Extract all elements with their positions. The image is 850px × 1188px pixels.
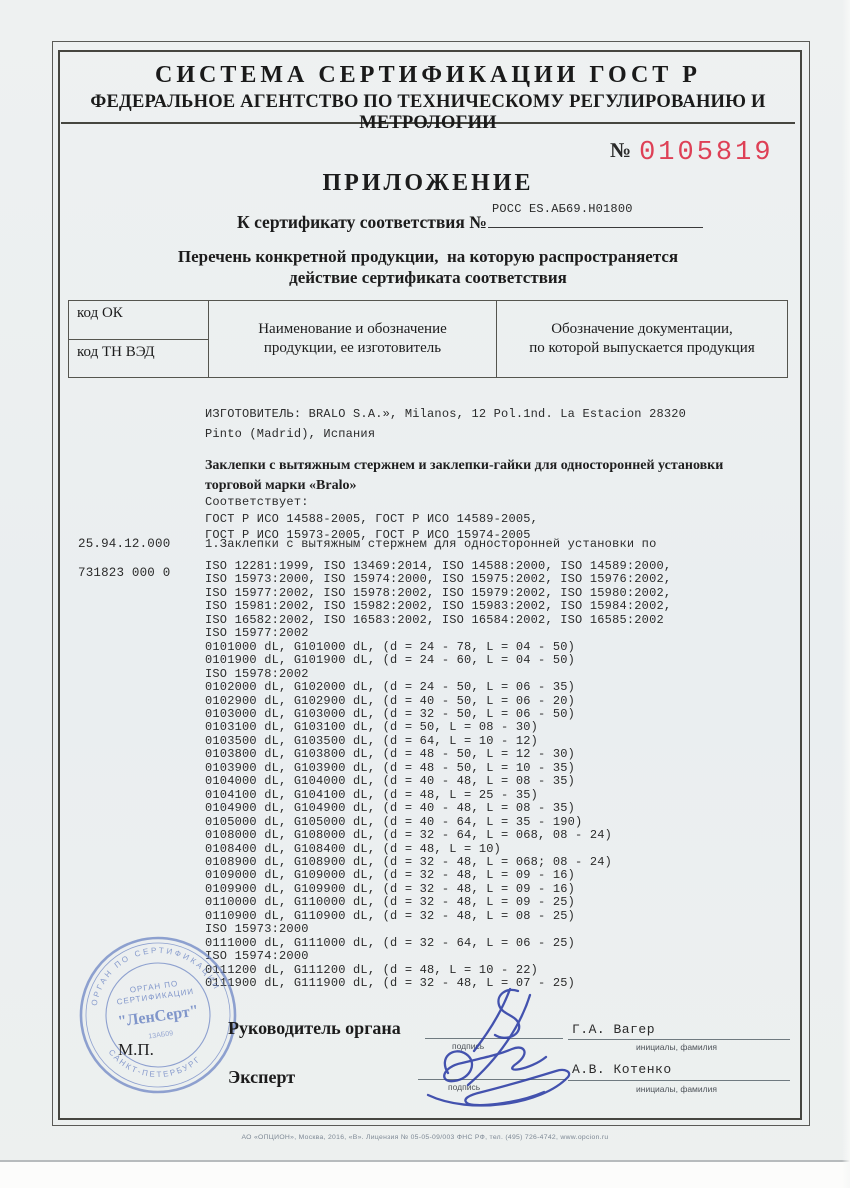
name-line-2 [568, 1080, 790, 1081]
head-of-body-label: Руководитель органа [228, 1018, 401, 1038]
code-tnved-value: 731823 000 0 [78, 566, 171, 580]
certificate-ref-value: РОСС ES.АБ69.Н01800 [492, 202, 633, 216]
stamp-org-name: "ЛенСерт" [117, 1002, 200, 1030]
products-table-header: код ОК код ТН ВЭД Наименование и обознач… [68, 300, 788, 378]
product-item-heading: 1.Заклепки с вытяжным стержнем для однос… [205, 537, 657, 551]
page-right-edge [842, 0, 850, 1188]
products-list-subtitle: Перечень конкретной продукции, на котору… [177, 247, 679, 287]
outer-frame [52, 41, 810, 1126]
header-title-line1: СИСТЕМА СЕРТИФИКАЦИИ ГОСТ Р [155, 62, 701, 88]
expert-label: Эксперт [228, 1067, 296, 1087]
serial-prefix: № [610, 138, 632, 162]
certificate-ref-label: К сертификату соответствия № [237, 212, 487, 232]
signature-caption-1: подпись [452, 1041, 485, 1051]
code-ok-value: 25.94.12.000 [78, 537, 171, 551]
product-name-header-cell: Наименование и обозначение продукции, ее… [209, 301, 497, 377]
inner-frame [58, 50, 802, 1120]
code-tnved-header: код ТН ВЭД [77, 343, 155, 360]
stamp-place-label: М.П. [118, 1040, 154, 1059]
header-title-line2: ФЕДЕРАЛЬНОЕ АГЕНТСТВО ПО ТЕХНИЧЕСКОМУ РЕ… [90, 92, 766, 133]
name-line-1 [568, 1039, 790, 1040]
appendix-title: ПРИЛОЖЕНИЕ [322, 170, 534, 196]
code-ok-header: код ОК [69, 301, 208, 340]
initials-caption-2: инициалы, фамилия [636, 1084, 717, 1094]
page-bottom-edge [0, 1160, 850, 1188]
product-description: Заклепки с вытяжным стержнем и заклепки-… [205, 458, 724, 493]
signature-caption-2: подпись [448, 1082, 481, 1092]
head-of-body-name: Г.А. Вагер [572, 1022, 656, 1037]
signature-line-1 [425, 1038, 563, 1039]
document-header: СИСТЕМА СЕРТИФИКАЦИИ ГОСТ Р ФЕДЕРАЛЬНОЕ … [61, 53, 795, 133]
product-lines: ISO 12281:1999, ISO 13469:2014, ISO 1458… [205, 559, 672, 991]
certification-stamp-icon: ОРГАН ПО СЕРТИФИКАЦИИ САНКТ-ПЕТЕРБУРГ ОР… [79, 936, 237, 1094]
initials-caption-1: инициалы, фамилия [636, 1042, 717, 1052]
codes-header-cell: код ОК код ТН ВЭД [69, 301, 209, 377]
expert-name: А.В. Котенко [572, 1062, 672, 1077]
conformance-list: Соответствует: ГОСТ Р ИСО 14588-2005, ГО… [205, 495, 539, 542]
handwritten-signatures-icon [426, 987, 571, 1107]
print-imprint: АО «ОПЦИОН», Москва, 2016, «В». Лицензия… [241, 1134, 609, 1141]
stamp-code: 13АБ09 [148, 1030, 174, 1040]
signature-line-2 [418, 1079, 566, 1080]
manufacturer-text: ИЗГОТОВИТЕЛЬ: BRALO S.A.», Milanos, 12 P… [205, 407, 687, 441]
certificate-ref-underline [488, 227, 703, 228]
serial-number: № 0105819 [610, 138, 774, 168]
serial-digits: 0105819 [639, 138, 774, 168]
documentation-header-cell: Обозначение документации, по которой вып… [529, 321, 755, 356]
